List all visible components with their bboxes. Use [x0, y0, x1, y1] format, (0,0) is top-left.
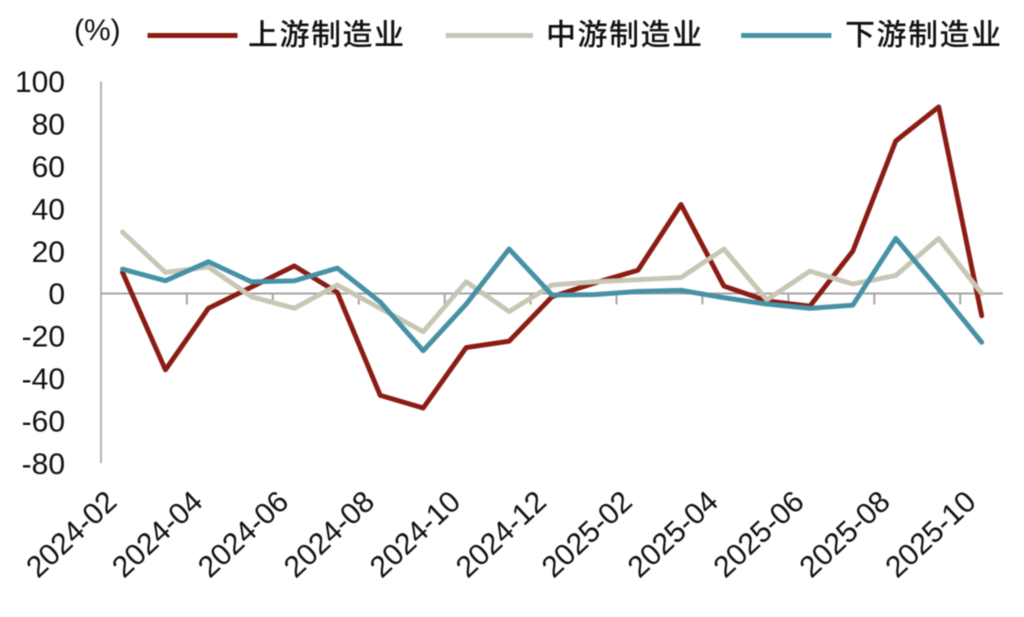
svg-text:40: 40	[32, 193, 65, 226]
svg-text:(%): (%)	[74, 14, 121, 47]
svg-text:20: 20	[32, 236, 65, 269]
svg-text:100: 100	[15, 66, 65, 99]
svg-text:-20: -20	[22, 321, 65, 354]
svg-text:-60: -60	[22, 405, 65, 438]
svg-text:-80: -80	[22, 448, 65, 481]
svg-text:0: 0	[48, 278, 65, 311]
svg-text:60: 60	[32, 151, 65, 184]
svg-text:80: 80	[32, 109, 65, 142]
svg-text:-40: -40	[22, 363, 65, 396]
